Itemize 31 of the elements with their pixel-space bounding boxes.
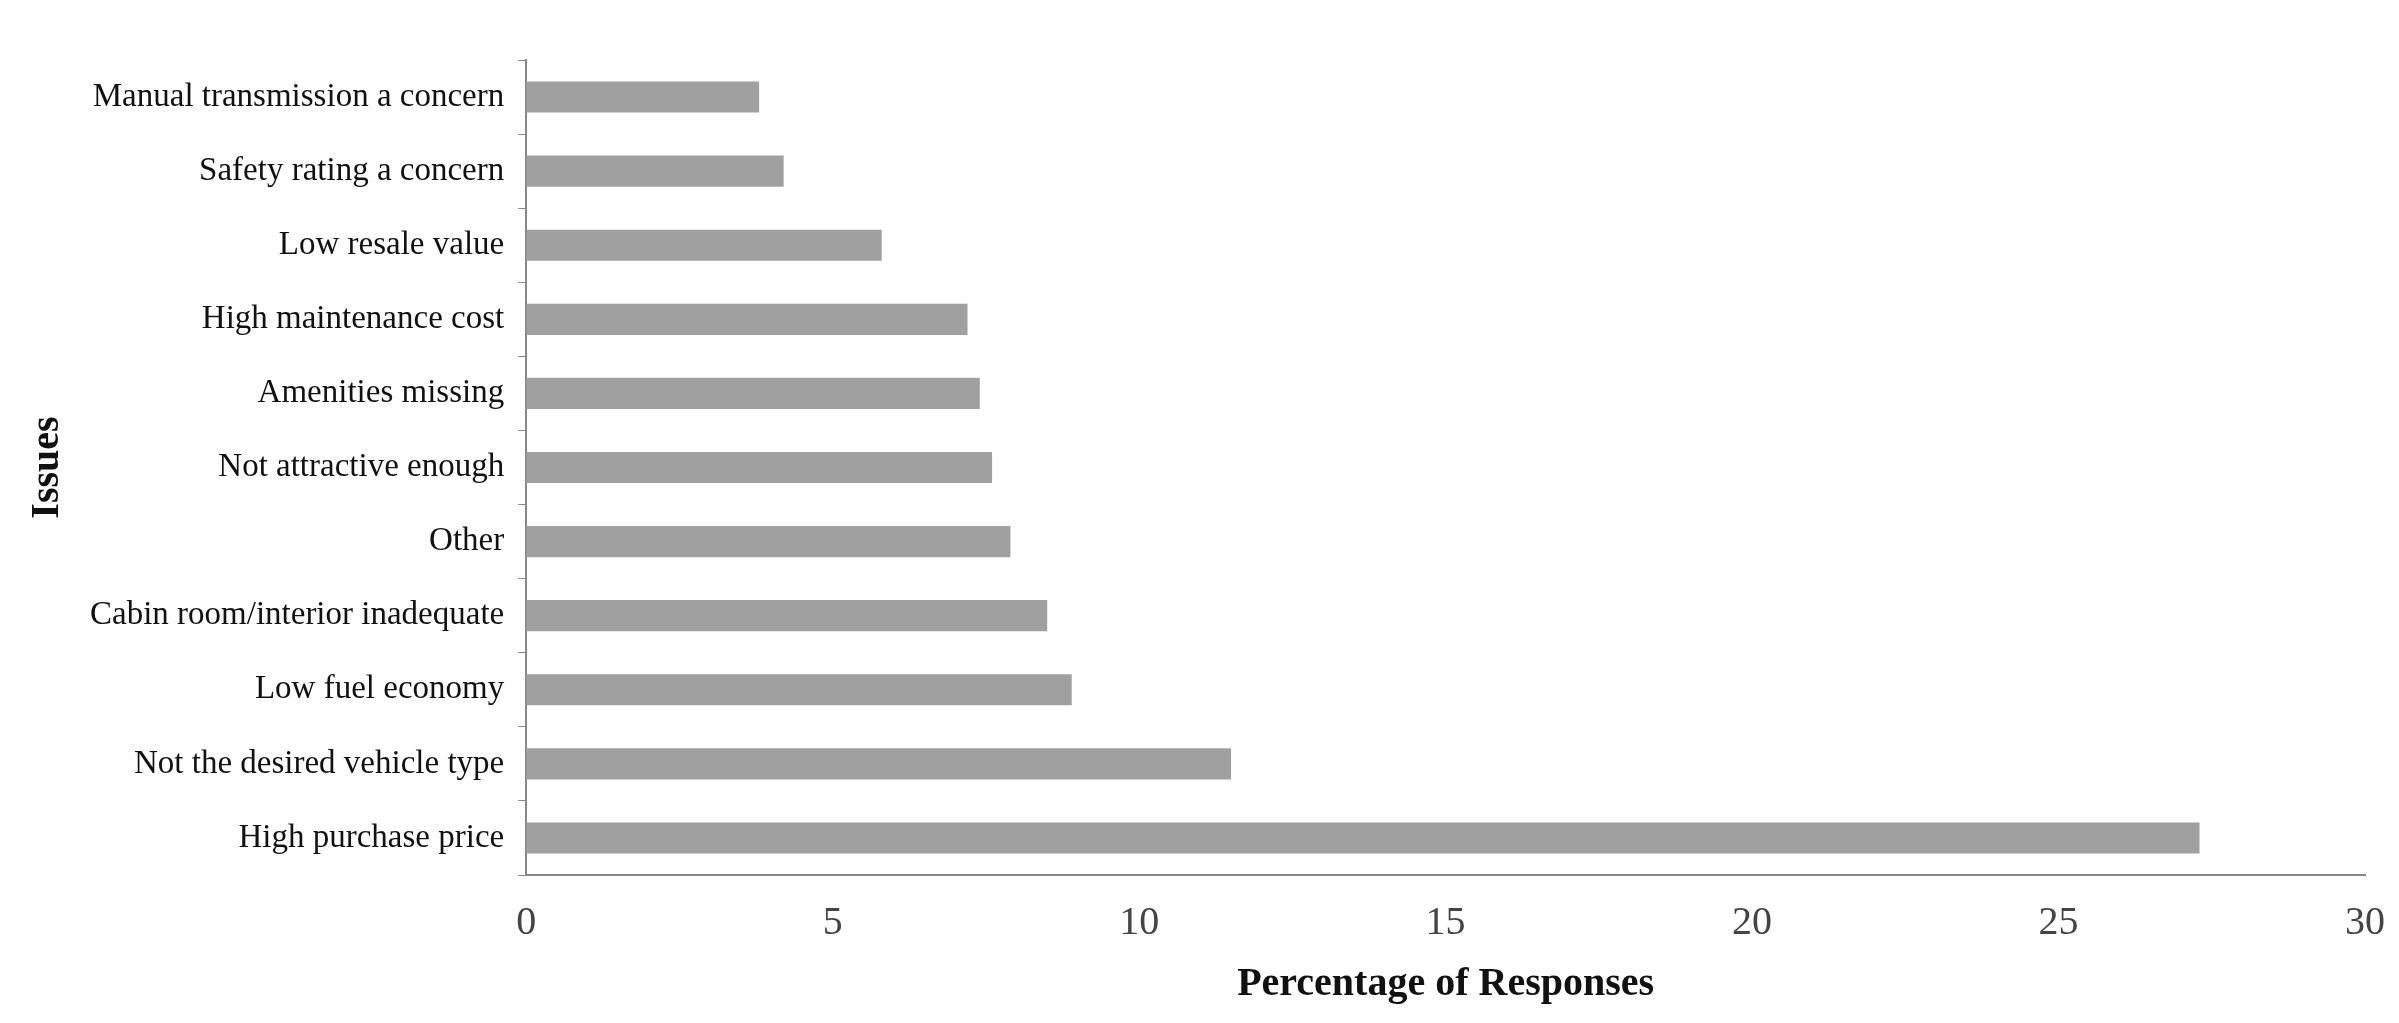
y-axis-title: Issues [22,416,68,519]
bar [526,748,1232,780]
x-tick-label: 0 [516,897,537,943]
x-tick-label: 20 [1732,897,1773,943]
x-tick-label: 10 [1119,897,1160,943]
bar [526,377,980,409]
bar [526,822,2200,854]
bar [526,526,1011,558]
y-tick-label: Not attractive enough [218,447,505,484]
x-tick-label: 25 [2038,897,2079,943]
bar [526,81,760,113]
y-tick-label: High maintenance cost [201,298,505,335]
y-tick-label: Other [429,521,505,558]
x-tick-label: 15 [1425,897,1466,943]
y-tick-label: Low resale value [278,224,505,261]
x-axis-title: Percentage of Responses [1237,959,1655,1005]
y-tick-label: Amenities missing [257,373,505,410]
y-tick-label: Cabin room/interior inadequate [89,595,505,632]
y-tick-label: Not the desired vehicle type [134,743,505,780]
bar [526,451,993,484]
bar [526,674,1072,706]
x-tick-label: 5 [822,897,843,943]
y-tick-label: High purchase price [238,817,505,854]
bar [526,303,968,335]
bar [526,600,1048,632]
y-tick-label: Safety rating a concern [199,150,505,187]
y-tick-label: Low fuel economy [254,669,505,706]
bar [526,155,784,187]
bar [526,229,882,261]
x-tick-label: 30 [2345,897,2385,943]
y-tick-label: Manual transmission a concern [92,76,505,113]
